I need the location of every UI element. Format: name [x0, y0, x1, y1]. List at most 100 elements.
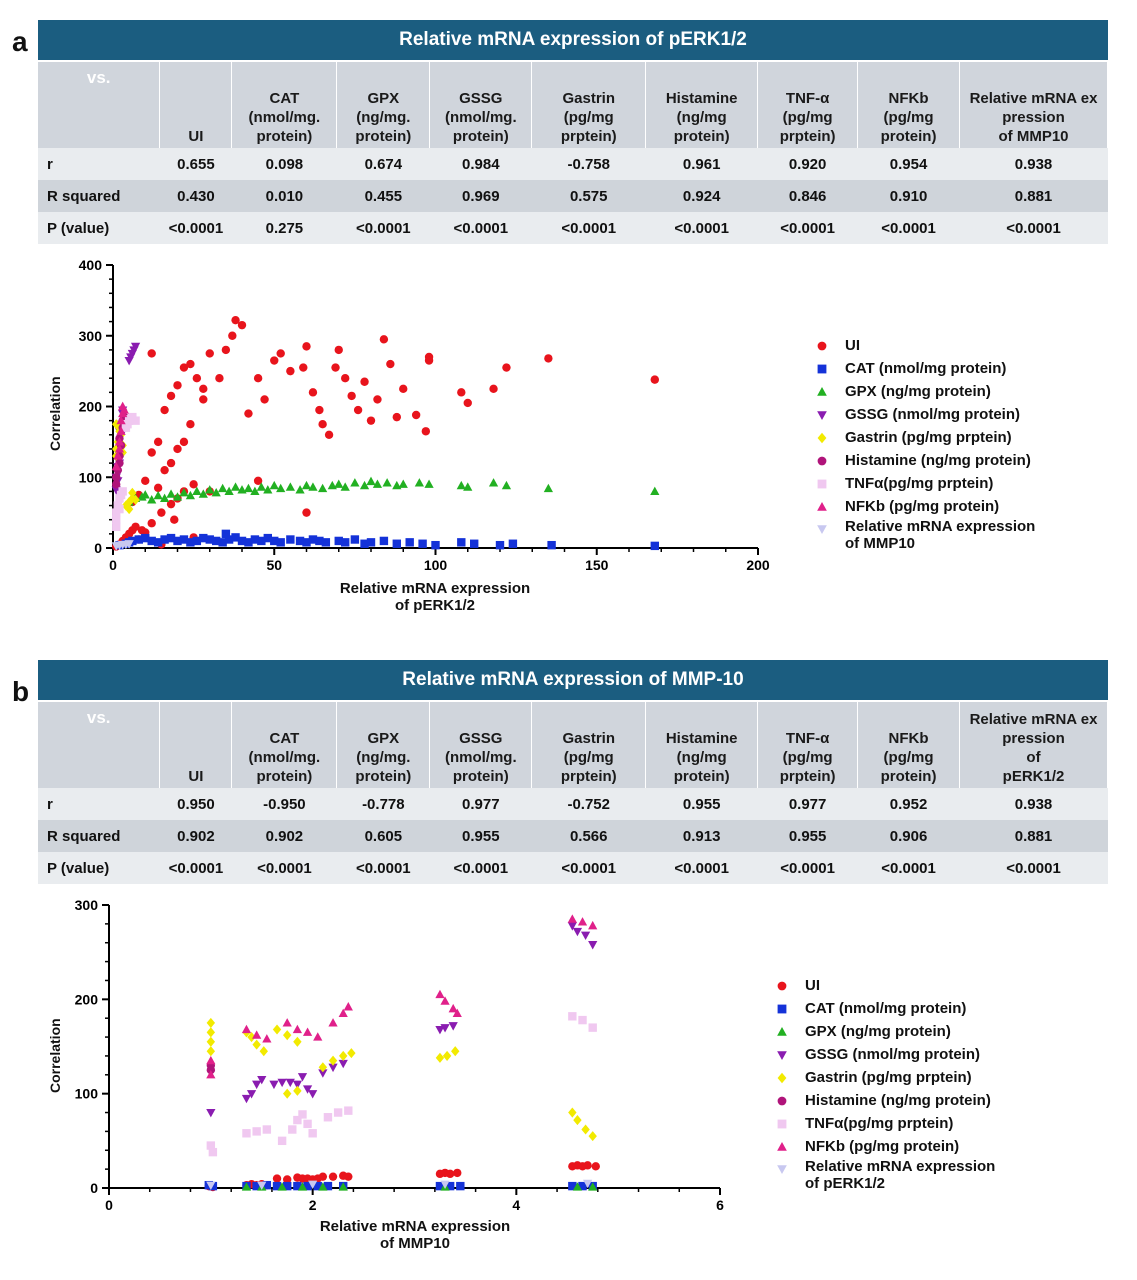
data-point — [302, 538, 311, 547]
series-2 — [241, 1182, 598, 1191]
legend-label: CAT (nmol/mg protein) — [805, 1000, 967, 1017]
data-point — [118, 487, 127, 496]
data-point — [179, 535, 189, 544]
data-point — [302, 342, 311, 351]
data-point — [327, 480, 337, 490]
data-point — [131, 416, 140, 425]
data-point — [263, 485, 273, 494]
data-point — [124, 504, 134, 515]
table-cell: 0.950 — [159, 788, 232, 820]
data-point — [588, 941, 598, 950]
legend-item: Relative mRNA expression of pERK1/2 — [775, 1158, 995, 1198]
legend-marker-icon — [777, 1051, 787, 1061]
data-point — [111, 461, 121, 471]
column-header: Histamine (ng/mg protein) — [645, 702, 759, 788]
data-point — [260, 395, 269, 404]
data-point — [431, 540, 440, 550]
data-point — [141, 476, 150, 485]
column-header: Gastrin (pg/mg prptein) — [531, 62, 647, 148]
data-point — [292, 1080, 303, 1090]
legend-label: Gastrin (pg/mg prptein) — [845, 429, 1012, 446]
data-point — [568, 1107, 577, 1118]
column-header: TNF-α (pg/mg prptein) — [757, 702, 859, 788]
column-header: CAT (nmol/mg. protein) — [231, 62, 338, 148]
table-cell: 0.924 — [645, 180, 758, 212]
data-point — [302, 1027, 313, 1036]
table-title-b: Relative mRNA expression of MMP-10 — [38, 660, 1108, 700]
data-point — [147, 519, 156, 528]
legend-b: UI CAT (nmol/mg protein) GPX (ng/mg protei… — [775, 974, 995, 1198]
y-tick-label: 0 — [90, 1180, 98, 1196]
data-point — [119, 405, 129, 414]
data-point — [488, 478, 499, 487]
data-point — [212, 536, 221, 546]
data-point — [252, 1127, 261, 1136]
data-point — [650, 541, 659, 551]
data-point — [386, 359, 395, 369]
data-point — [293, 1115, 302, 1125]
legend-label: Relative mRNA expression of pERK1/2 — [805, 1158, 996, 1192]
data-point — [170, 515, 179, 524]
data-point — [328, 1172, 338, 1181]
data-point — [421, 427, 431, 436]
table-cell: 0.575 — [531, 180, 646, 212]
data-point — [366, 416, 376, 425]
data-point — [112, 443, 121, 454]
legend-item: NFKb (pg/mg protein) — [775, 1135, 995, 1158]
legend-label: GPX (ng/mg protein) — [845, 383, 991, 400]
legend-label: UI — [845, 337, 860, 354]
data-point — [159, 493, 170, 503]
table-cell: 0.902 — [159, 820, 232, 852]
data-point — [392, 539, 401, 548]
data-point — [338, 1059, 348, 1069]
x-tick-label: 4 — [512, 1197, 520, 1213]
scatter-plot-b: 0 2 4 6 0 100 200 300 — [75, 897, 724, 1213]
legend-marker-icon — [817, 411, 827, 421]
data-point — [318, 1069, 328, 1078]
series-6 — [206, 1012, 597, 1157]
y-tick-label: 200 — [75, 991, 99, 1007]
data-point — [244, 538, 253, 547]
data-point — [344, 1106, 353, 1115]
vs-label: vs. — [38, 62, 161, 148]
table-cell: <0.0001 — [959, 852, 1108, 884]
data-point — [147, 536, 156, 546]
row-label: r — [38, 788, 160, 820]
table-cell: <0.0001 — [857, 212, 960, 244]
table-cell: 0.952 — [857, 788, 960, 820]
data-point — [418, 539, 427, 548]
data-point — [228, 331, 237, 340]
stats-table-b: vs. UI CAT (nmol/mg. protein) GPX (ng/mg. p… — [38, 702, 1108, 884]
data-point — [568, 1012, 577, 1021]
legend-item: TNFα(pg/mg prptein) — [815, 472, 1035, 495]
legend-label: NFKb (pg/mg protein) — [845, 498, 1000, 515]
table-cell: 0.655 — [159, 148, 232, 180]
data-point — [153, 538, 163, 547]
data-point — [382, 478, 392, 487]
data-point — [328, 1018, 338, 1027]
legend-item: GSSG (nmol/mg protein) — [815, 403, 1035, 426]
data-point — [343, 1002, 353, 1011]
table-cell: 0.955 — [429, 820, 532, 852]
x-axis-title-b: Relative mRNA expression of MMP10 — [319, 1218, 511, 1252]
data-point — [153, 490, 163, 500]
x-tick-label: 50 — [266, 557, 282, 573]
data-point — [252, 1030, 262, 1039]
data-point — [206, 1141, 216, 1150]
data-point — [276, 349, 285, 358]
column-header: Histamine (ng/mg protein) — [645, 62, 759, 148]
data-point — [205, 485, 215, 494]
row-label: r — [38, 148, 160, 180]
table-cell: 0.938 — [959, 788, 1108, 820]
data-point — [185, 490, 196, 500]
data-point — [440, 1024, 450, 1033]
data-point — [295, 536, 305, 546]
data-point — [442, 1050, 452, 1061]
data-point — [160, 535, 169, 544]
data-point — [650, 375, 659, 384]
data-point — [283, 1175, 292, 1184]
data-point — [134, 535, 143, 544]
table-cell: -0.752 — [531, 788, 646, 820]
legend-marker-icon — [817, 364, 827, 374]
data-point — [588, 1131, 597, 1142]
